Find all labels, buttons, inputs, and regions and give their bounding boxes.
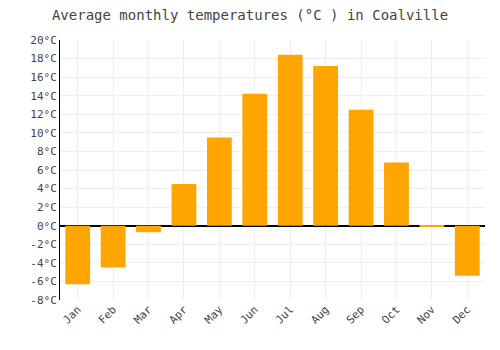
svg-text:Aug: Aug: [308, 303, 331, 326]
svg-text:-6°C: -6°C: [30, 275, 57, 288]
svg-text:Oct: Oct: [379, 303, 402, 326]
svg-text:Nov: Nov: [415, 303, 439, 327]
svg-text:Sep: Sep: [344, 303, 367, 326]
svg-text:May: May: [202, 303, 226, 327]
svg-text:Jul: Jul: [273, 303, 296, 326]
svg-text:-8°C: -8°C: [30, 294, 57, 307]
svg-text:20°C: 20°C: [30, 34, 57, 47]
svg-text:Jun: Jun: [238, 303, 261, 326]
svg-text:Dec: Dec: [450, 303, 473, 326]
svg-text:Feb: Feb: [96, 303, 119, 326]
svg-text:Mar: Mar: [131, 303, 155, 327]
svg-text:6°C: 6°C: [37, 164, 57, 177]
svg-text:10°C: 10°C: [30, 127, 57, 140]
svg-text:8°C: 8°C: [37, 145, 57, 158]
svg-text:2°C: 2°C: [37, 201, 57, 214]
svg-text:Jan: Jan: [60, 303, 83, 326]
svg-text:12°C: 12°C: [30, 108, 57, 121]
svg-text:4°C: 4°C: [37, 182, 57, 195]
svg-text:18°C: 18°C: [30, 52, 57, 65]
svg-text:16°C: 16°C: [30, 71, 57, 84]
svg-text:-4°C: -4°C: [30, 257, 57, 270]
svg-text:-2°C: -2°C: [30, 238, 57, 251]
svg-text:14°C: 14°C: [30, 90, 57, 103]
svg-text:Average monthly temperatures (: Average monthly temperatures (°C ) in Co…: [52, 7, 448, 23]
svg-text:Apr: Apr: [167, 303, 191, 327]
svg-text:0°C: 0°C: [37, 220, 57, 233]
